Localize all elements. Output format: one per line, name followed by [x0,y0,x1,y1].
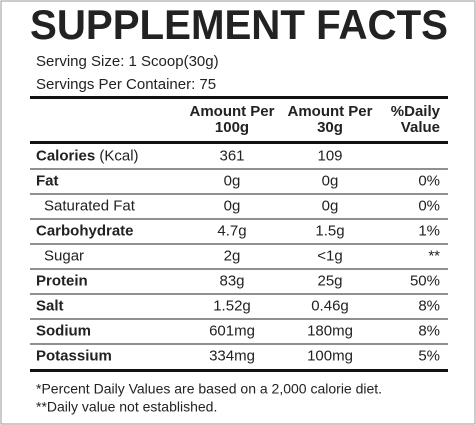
nutrient-name: Saturated Fat [44,197,136,214]
column-header: Amount Per [287,103,372,120]
nutrient-value: 4.7g [217,222,246,239]
column-header: 30g [317,119,343,136]
nutrient-name: Sugar [44,247,84,264]
nutrient-value: 0% [418,197,440,214]
nutrient-value: 0g [224,197,241,214]
nutrient-label: Protein [36,272,88,289]
servings-per-container: Servings Per Container: 75 [36,76,216,93]
title: SUPPLEMENT FACTS [30,1,448,48]
nutrient-value: 361 [219,147,244,164]
nutrient-value: 180mg [307,322,353,339]
nutrient-label: Carbohydrate [36,222,134,239]
nutrient-value: 83g [219,272,244,289]
nutrient-label: Saturated Fat [44,197,136,214]
nutrient-value: 8% [418,322,440,339]
nutrient-name: Sodium [36,322,91,339]
nutrient-value: 100mg [307,347,353,364]
nutrient-value: 50% [410,272,440,289]
nutrient-label: Salt [36,297,64,314]
column-header: Value [401,119,440,136]
thick-rule [30,369,448,372]
nutrient-value: <1g [317,247,342,264]
nutrient-value: 0.46g [311,297,349,314]
nutrient-value: 0g [322,197,339,214]
nutrient-label: Sugar [44,247,84,264]
serving-size: Serving Size: 1 Scoop(30g) [36,53,219,70]
nutrient-value: 601mg [209,322,255,339]
nutrient-value: 25g [317,272,342,289]
nutrient-value: 1% [418,222,440,239]
nutrient-value: 1.5g [315,222,344,239]
nutrient-name: Potassium [36,347,112,364]
footnote: **Daily value not established. [36,399,217,415]
nutrient-label: Calories (Kcal) [36,147,139,164]
nutrient-value: 0g [224,172,241,189]
footnote: *Percent Daily Values are based on a 2,0… [36,381,382,397]
nutrient-value: ** [428,247,440,264]
column-header: %Daily [391,103,441,120]
column-header: 100g [215,119,249,136]
nutrient-name: Protein [36,272,88,289]
nutrient-name: Calories [36,147,95,164]
nutrient-name: Salt [36,297,64,314]
nutrient-value: 0g [322,172,339,189]
nutrient-name: Fat [36,172,59,189]
column-header: Amount Per [189,103,274,120]
thick-rule [30,96,448,99]
nutrient-value: 0% [418,172,440,189]
thick-rule [30,141,448,144]
nutrient-name: Carbohydrate [36,222,134,239]
nutrient-value: 8% [418,297,440,314]
nutrient-value: 334mg [209,347,255,364]
nutrient-value: 5% [418,347,440,364]
nutrient-label: Sodium [36,322,91,339]
nutrient-unit: (Kcal) [99,147,138,164]
nutrient-value: 2g [224,247,241,264]
nutrient-value: 109 [317,147,342,164]
nutrient-value: 1.52g [213,297,251,314]
nutrient-label: Fat [36,172,59,189]
nutrient-label: Potassium [36,347,112,364]
